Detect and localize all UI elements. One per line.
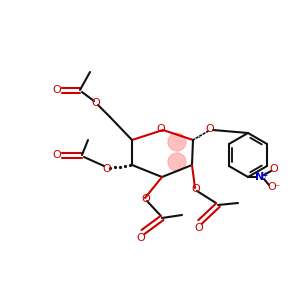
Text: O: O [206,124,214,134]
Text: O: O [192,184,200,194]
Text: O: O [195,223,203,233]
Text: O: O [270,164,278,174]
Text: O: O [136,233,146,243]
Text: ···: ··· [195,135,201,141]
Text: O: O [52,150,62,160]
Text: O: O [157,124,165,134]
Text: N: N [255,172,265,182]
Circle shape [168,133,186,151]
Text: +: + [261,170,267,179]
Circle shape [168,153,186,171]
Text: O: O [103,164,111,174]
Text: O: O [268,182,276,192]
Text: O: O [92,98,100,108]
Text: ⁻: ⁻ [274,183,280,193]
Text: O: O [52,85,62,95]
Text: O: O [142,194,150,204]
